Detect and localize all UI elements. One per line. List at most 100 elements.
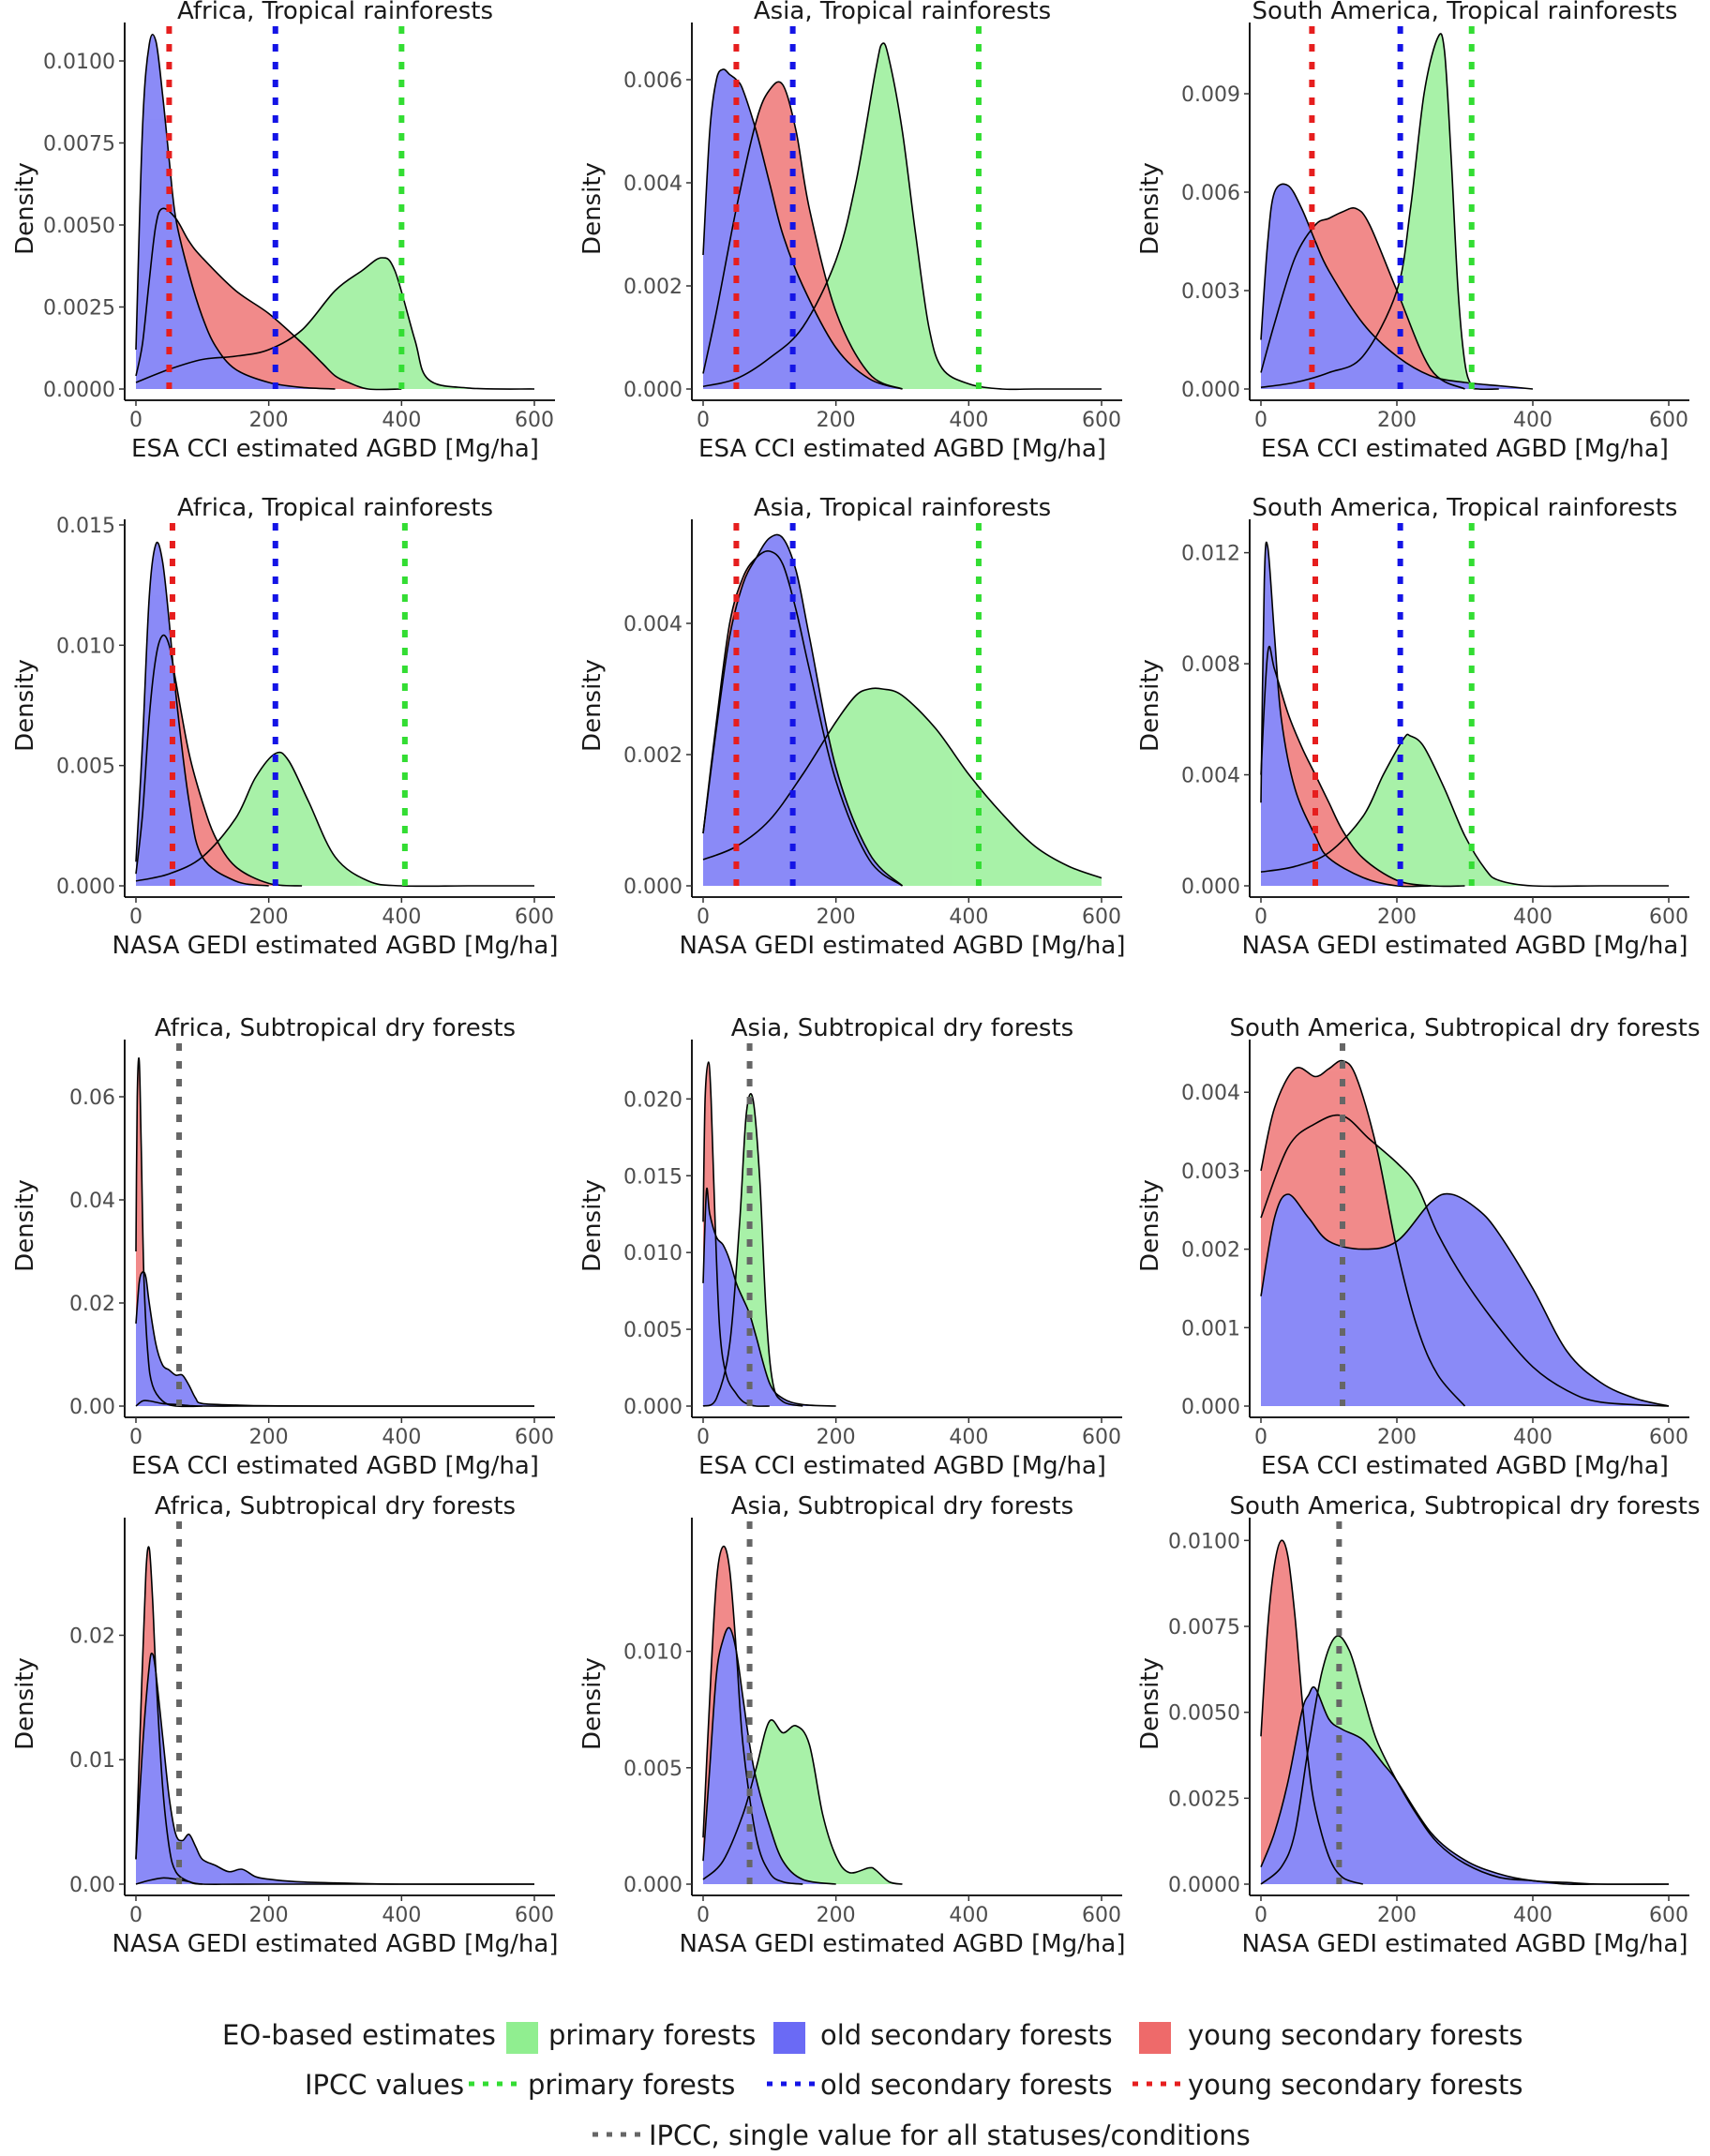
- panel-4: Africa, Tropical rainforests 0.000 0.005 0.…: [11, 494, 558, 960]
- x-tick-label: 200: [249, 1426, 289, 1449]
- density-outline-primary: [1260, 733, 1669, 888]
- y-axis-label: Density: [11, 1657, 39, 1750]
- y-tick-label: 0.000: [623, 1396, 682, 1419]
- density-outline-old: [1260, 1192, 1670, 1407]
- x-tick-label: 600: [1082, 1426, 1121, 1449]
- panel-2: Asia, Tropical rainforests 0.000 0.002 0.00…: [578, 0, 1122, 463]
- density-outline-primary: [702, 1719, 903, 1885]
- x-tick-label: 0: [697, 409, 710, 432]
- density-outline-young: [1260, 1539, 1364, 1885]
- panel-1: Africa, Tropical rainforests 0.0000 0.0025…: [11, 0, 555, 463]
- panel-12: South America, Subtropical dry forests 0.…: [1136, 1492, 1701, 1958]
- density-area-old: [136, 34, 336, 389]
- y-tick-label: 0.000: [1181, 876, 1240, 899]
- y-axis-label: Density: [578, 659, 607, 752]
- y-tick-label: 0.000: [56, 876, 115, 899]
- x-tick-label: 0: [697, 906, 710, 929]
- x-axis-label: ESA CCI estimated AGBD [Mg/ha]: [1261, 435, 1669, 463]
- density-areas: [1261, 1540, 1669, 1885]
- density-area-old: [703, 68, 903, 389]
- panel-6: South America, Tropical rainforests 0.000…: [1136, 494, 1689, 960]
- x-axis-label: ESA CCI estimated AGBD [Mg/ha]: [131, 1452, 539, 1480]
- y-tick-label: 0.004: [1181, 765, 1240, 788]
- x-tick-label: 400: [382, 1426, 421, 1449]
- density-area-old: [136, 1271, 534, 1406]
- y-axis-label: Density: [578, 1657, 607, 1750]
- panel-title: Asia, Tropical rainforests: [754, 494, 1051, 522]
- x-tick-label: 200: [249, 1904, 289, 1927]
- density-outline-young: [135, 1546, 202, 1885]
- y-tick-label: 0.004: [1181, 1082, 1240, 1105]
- density-outline-primary: [702, 42, 1102, 391]
- density-areas: [136, 542, 534, 887]
- x-tick-label: 600: [1649, 409, 1688, 432]
- density-areas: [703, 43, 1102, 390]
- y-tick-label: 0.0100: [1168, 1530, 1240, 1553]
- x-tick-label: 0: [697, 1426, 710, 1449]
- density-outline-primary: [702, 1093, 803, 1407]
- x-tick-label: 0: [129, 409, 142, 432]
- panel-title: South America, Tropical rainforests: [1252, 494, 1678, 522]
- x-axis-label: NASA GEDI estimated AGBD [Mg/ha]: [680, 1930, 1126, 1958]
- panel-title: Africa, Subtropical dry forests: [155, 1492, 516, 1520]
- legend-label-ipcc-single: IPCC, single value for all statuses/cond…: [649, 2119, 1251, 2151]
- x-axis-label: NASA GEDI estimated AGBD [Mg/ha]: [112, 1930, 559, 1958]
- legend-label-old-secondary: old secondary forests: [820, 2019, 1113, 2051]
- y-tick-label: 0.015: [56, 515, 115, 538]
- y-tick-label: 0.000: [623, 1874, 682, 1897]
- legend-label-primary: primary forests: [548, 2019, 756, 2051]
- x-tick-label: 200: [1377, 409, 1417, 432]
- density-area-primary: [136, 752, 534, 887]
- x-tick-label: 400: [949, 906, 988, 929]
- density-outline-old: [1260, 183, 1534, 390]
- panel-title: South America, Subtropical dry forests: [1229, 1014, 1700, 1042]
- x-axis-label: NASA GEDI estimated AGBD [Mg/ha]: [1242, 932, 1688, 960]
- legend-eo-heading: EO-based estimates: [222, 2019, 496, 2051]
- panel-11: Asia, Subtropical dry forests 0.000 0.005 0…: [578, 1492, 1125, 1958]
- y-tick-label: 0.012: [1181, 543, 1240, 566]
- y-tick-label: 0.0000: [1168, 1874, 1240, 1897]
- y-axis-label: Density: [1136, 659, 1164, 752]
- y-tick-label: 0.003: [1181, 280, 1240, 304]
- density-area-old: [1261, 184, 1533, 389]
- x-tick-label: 0: [1254, 906, 1268, 929]
- x-tick-label: 200: [1377, 906, 1417, 929]
- y-tick-label: 0.002: [623, 276, 682, 299]
- x-axis-label: NASA GEDI estimated AGBD [Mg/ha]: [1242, 1930, 1688, 1958]
- y-axis-label: Density: [11, 162, 39, 255]
- density-outline-old: [135, 33, 336, 390]
- x-tick-label: 600: [1649, 1904, 1688, 1927]
- legend: EO-based estimates primary forests old s…: [222, 2019, 1522, 2151]
- density-area-primary: [1261, 734, 1669, 887]
- density-outline-young: [1260, 1059, 1466, 1407]
- y-tick-label: 0.0025: [43, 297, 115, 321]
- panel-title: Asia, Subtropical dry forests: [731, 1014, 1073, 1042]
- x-tick-label: 400: [1513, 409, 1552, 432]
- panel-title: South America, Subtropical dry forests: [1229, 1492, 1700, 1520]
- y-axis-label: Density: [578, 1179, 607, 1272]
- density-outline-old: [135, 1270, 534, 1407]
- x-tick-label: 600: [1082, 1904, 1121, 1927]
- x-axis-label: ESA CCI estimated AGBD [Mg/ha]: [698, 435, 1106, 463]
- panel-7: Africa, Subtropical dry forests 0.00 0.02 0…: [11, 1014, 555, 1480]
- density-outline-old: [1260, 1685, 1670, 1885]
- density-outline-old: [135, 541, 269, 887]
- y-axis-label: Density: [1136, 162, 1164, 255]
- panel-title: Asia, Subtropical dry forests: [731, 1492, 1073, 1520]
- x-tick-label: 600: [515, 906, 554, 929]
- density-area-primary: [1261, 33, 1499, 390]
- x-tick-label: 600: [515, 409, 554, 432]
- panel-title: Africa, Tropical rainforests: [177, 0, 493, 25]
- y-axis-label: Density: [1136, 1657, 1164, 1750]
- panel-10: Africa, Subtropical dry forests 0.00 0.01 0…: [11, 1492, 558, 1958]
- x-tick-label: 0: [129, 906, 142, 929]
- x-tick-label: 0: [1254, 1904, 1268, 1927]
- density-areas: [703, 1062, 836, 1407]
- y-tick-label: 0.0100: [43, 51, 115, 74]
- density-areas: [136, 1547, 534, 1885]
- x-tick-label: 200: [249, 409, 289, 432]
- x-tick-label: 200: [817, 906, 856, 929]
- x-tick-label: 400: [1513, 1904, 1552, 1927]
- x-tick-label: 0: [129, 1426, 142, 1449]
